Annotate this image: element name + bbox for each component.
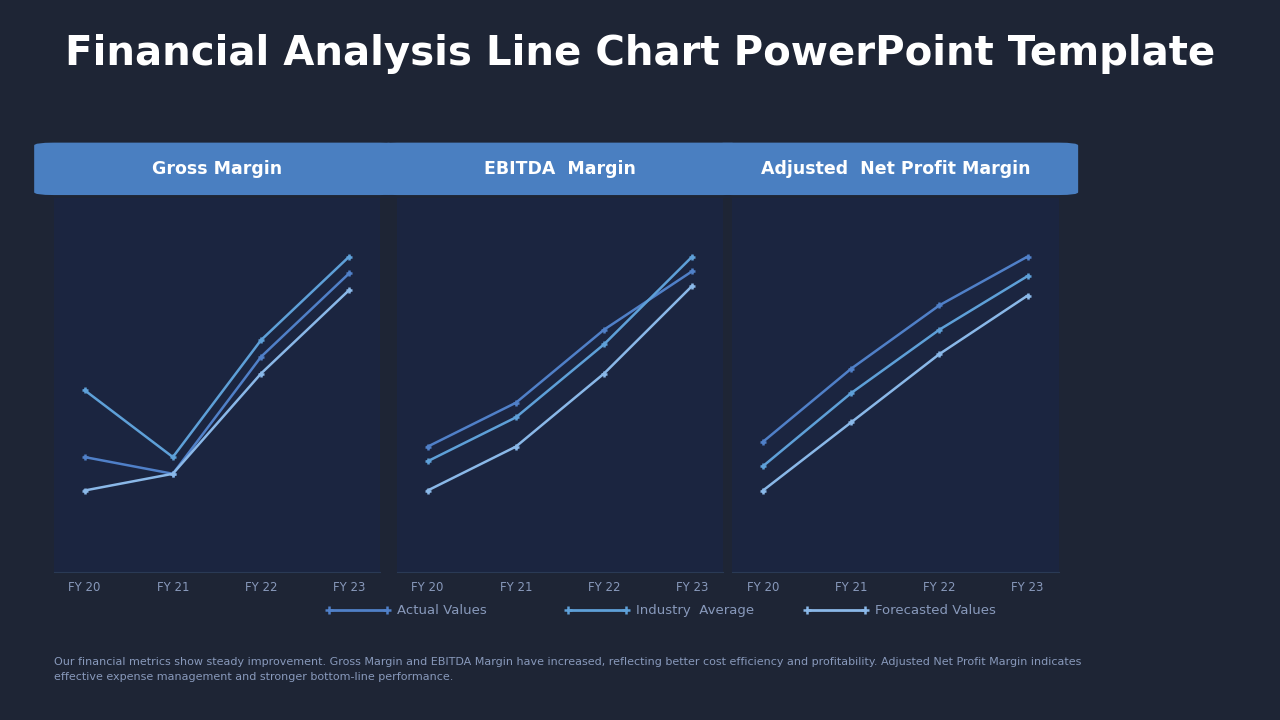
Text: Forecasted Values: Forecasted Values [876,603,996,617]
FancyBboxPatch shape [35,143,399,195]
Text: Gross Margin: Gross Margin [152,160,282,178]
Text: Adjusted  Net Profit Margin: Adjusted Net Profit Margin [760,160,1030,178]
Text: Industry  Average: Industry Average [636,603,754,617]
Text: Actual Values: Actual Values [398,603,488,617]
Text: EBITDA  Margin: EBITDA Margin [484,160,636,178]
Text: Financial Analysis Line Chart PowerPoint Template: Financial Analysis Line Chart PowerPoint… [65,34,1215,74]
FancyBboxPatch shape [713,143,1078,195]
FancyBboxPatch shape [378,143,742,195]
Text: Our financial metrics show steady improvement. Gross Margin and EBITDA Margin ha: Our financial metrics show steady improv… [54,657,1082,683]
